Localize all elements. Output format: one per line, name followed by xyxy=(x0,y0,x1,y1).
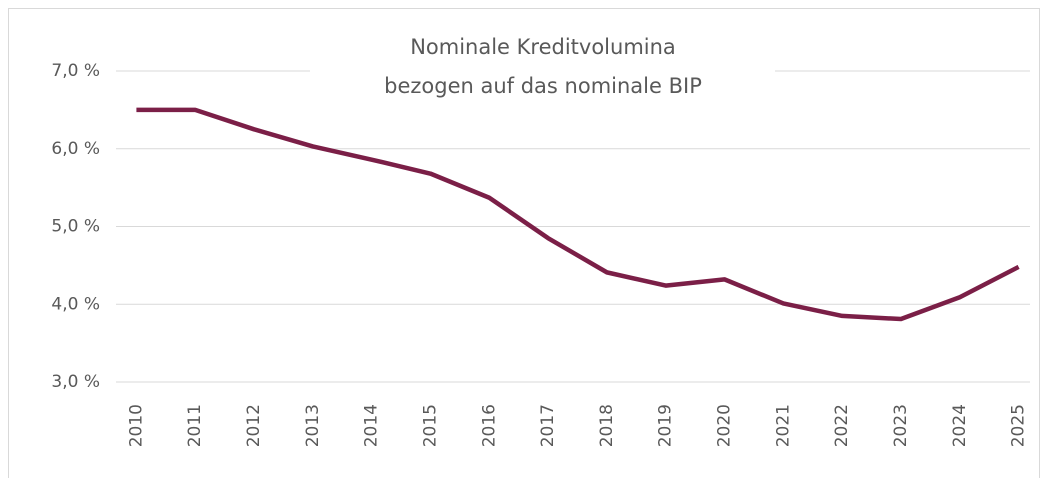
x-tick-label: 2016 xyxy=(479,404,499,447)
chart-title: Nominale Kreditvolumina xyxy=(410,35,676,59)
x-tick-label: 2018 xyxy=(597,404,617,447)
title-background xyxy=(310,28,775,108)
x-tick-label: 2017 xyxy=(538,404,558,447)
x-tick-label: 2012 xyxy=(244,404,264,447)
x-tick-label: 2011 xyxy=(185,404,205,447)
y-tick-label: 7,0 % xyxy=(51,61,100,81)
chart-border xyxy=(8,8,1040,482)
x-tick-label: 2014 xyxy=(362,404,382,447)
y-tick-label: 4,0 % xyxy=(51,294,100,314)
x-tick-label: 2019 xyxy=(656,404,676,447)
y-tick-label: 6,0 % xyxy=(51,139,100,159)
x-tick-label: 2013 xyxy=(303,404,323,447)
x-tick-label: 2024 xyxy=(950,404,970,447)
x-tick-label: 2010 xyxy=(126,404,146,447)
x-tick-label: 2021 xyxy=(773,404,793,447)
chart-title: bezogen auf das nominale BIP xyxy=(384,74,702,98)
y-tick-label: 3,0 % xyxy=(51,372,100,392)
x-tick-label: 2020 xyxy=(715,404,735,447)
x-tick-label: 2015 xyxy=(420,404,440,447)
y-tick-label: 5,0 % xyxy=(51,217,100,237)
data-line xyxy=(136,107,1020,322)
x-tick-label: 2025 xyxy=(1009,404,1029,447)
x-tick-label: 2022 xyxy=(832,404,852,447)
x-tick-label: 2023 xyxy=(891,404,911,447)
